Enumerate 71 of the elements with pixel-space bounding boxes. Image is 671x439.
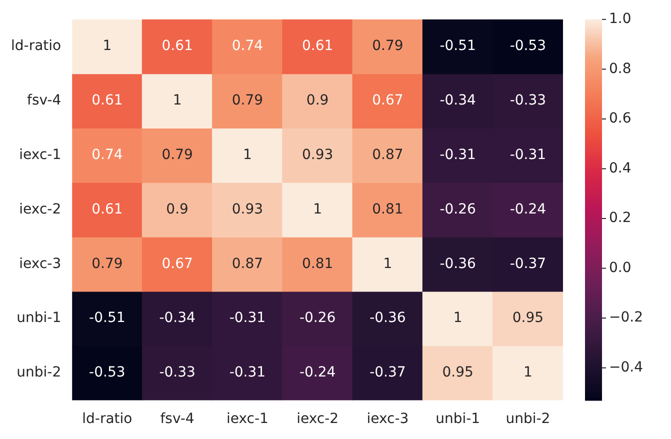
data-label: 1	[313, 201, 322, 218]
color-bar-label: −0.2	[609, 310, 643, 326]
data-label: 0.81	[302, 256, 334, 272]
data-label: 1	[383, 256, 392, 272]
data-label: -0.51	[89, 310, 126, 326]
data-label: -0.31	[440, 147, 476, 164]
data-label: 0.61	[92, 92, 123, 109]
data-label: 0.67	[372, 92, 404, 109]
data-label: 1	[102, 38, 112, 54]
x-tick-label: iexc-1	[226, 411, 268, 428]
color-bar-label: 0.4	[609, 160, 632, 176]
y-tick-label: fsv-4	[27, 92, 62, 109]
data-label: 0.74	[92, 147, 123, 164]
data-label: 0.61	[302, 38, 334, 54]
data-label: -0.37	[370, 364, 406, 381]
x-tick-label: fsv-4	[160, 411, 194, 428]
color-bar-label: 0.2	[609, 210, 632, 226]
data-label: -0.31	[510, 147, 546, 164]
y-tick-label: unbi-1	[16, 310, 62, 326]
color-bar-label: 1.0	[609, 11, 632, 28]
data-label: -0.53	[510, 38, 546, 54]
x-tick-label: iexc-2	[296, 411, 339, 428]
x-tick-label: unbi-1	[436, 411, 480, 428]
y-tick-label: iexc-2	[19, 201, 62, 218]
data-label: 0.87	[232, 256, 264, 272]
data-label: -0.33	[159, 364, 196, 381]
color-bar-label: 0.0	[609, 260, 632, 276]
data-label: -0.33	[510, 92, 546, 109]
data-label: -0.24	[510, 201, 546, 218]
data-label: 1	[242, 147, 252, 164]
data-label: 0.79	[232, 92, 264, 109]
data-label: -0.26	[440, 201, 476, 218]
color-bar-label: 0.8	[609, 60, 632, 77]
data-label: -0.34	[159, 310, 196, 326]
data-label: -0.31	[229, 364, 266, 381]
data-label: 0.61	[92, 201, 123, 218]
data-label: 0.87	[372, 147, 404, 164]
data-label: -0.37	[510, 256, 546, 272]
color-bar-label: 0.6	[609, 110, 632, 127]
data-label: 0.61	[162, 38, 193, 54]
data-label: 0.74	[232, 38, 264, 54]
data-label: 0.79	[92, 256, 123, 272]
data-label: 0.81	[372, 201, 404, 218]
y-tick-label: iexc-1	[19, 147, 62, 164]
data-label: -0.36	[370, 310, 406, 326]
data-label: 1	[453, 310, 462, 326]
data-label: 1	[172, 92, 182, 109]
data-label: 0.95	[442, 364, 474, 381]
data-label: 0.95	[512, 310, 544, 326]
data-label: 0.93	[302, 147, 334, 164]
data-label: 0.79	[372, 38, 404, 54]
data-label: 0.9	[306, 92, 329, 109]
data-label: -0.51	[440, 38, 476, 54]
data-label: -0.24	[299, 364, 336, 381]
data-label: 0.9	[166, 201, 188, 218]
data-label: 0.67	[162, 256, 193, 272]
data-label: -0.36	[440, 256, 476, 272]
data-label: 0.79	[162, 147, 193, 164]
x-tick-label: unbi-2	[506, 411, 550, 428]
data-label: 0.93	[232, 201, 264, 218]
y-tick-label: ld-ratio	[11, 38, 62, 54]
y-tick-label: iexc-3	[19, 256, 62, 272]
data-label: 1	[523, 364, 532, 381]
y-tick-label: unbi-2	[16, 364, 62, 381]
data-label: -0.34	[440, 92, 476, 109]
color-bar-label: −0.4	[609, 359, 644, 376]
data-label: -0.31	[229, 310, 266, 326]
x-tick-label: iexc-3	[366, 411, 409, 428]
data-label: -0.53	[89, 364, 126, 381]
x-tick-label: ld-ratio	[82, 411, 132, 428]
data-label: -0.26	[299, 310, 336, 326]
